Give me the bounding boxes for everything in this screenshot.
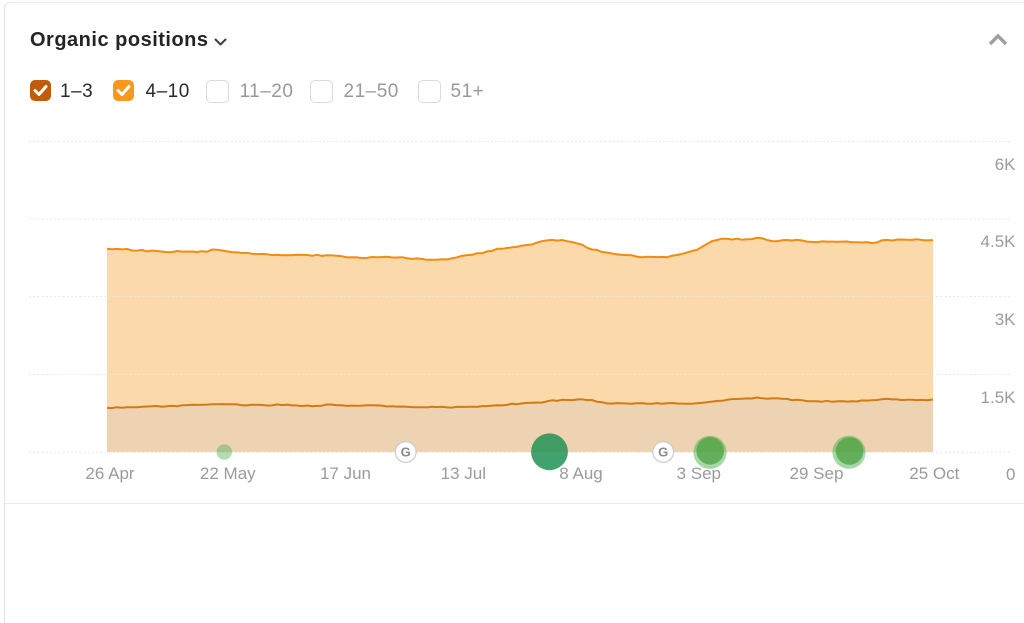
svg-text:G: G <box>658 445 668 460</box>
svg-text:G: G <box>401 445 411 460</box>
